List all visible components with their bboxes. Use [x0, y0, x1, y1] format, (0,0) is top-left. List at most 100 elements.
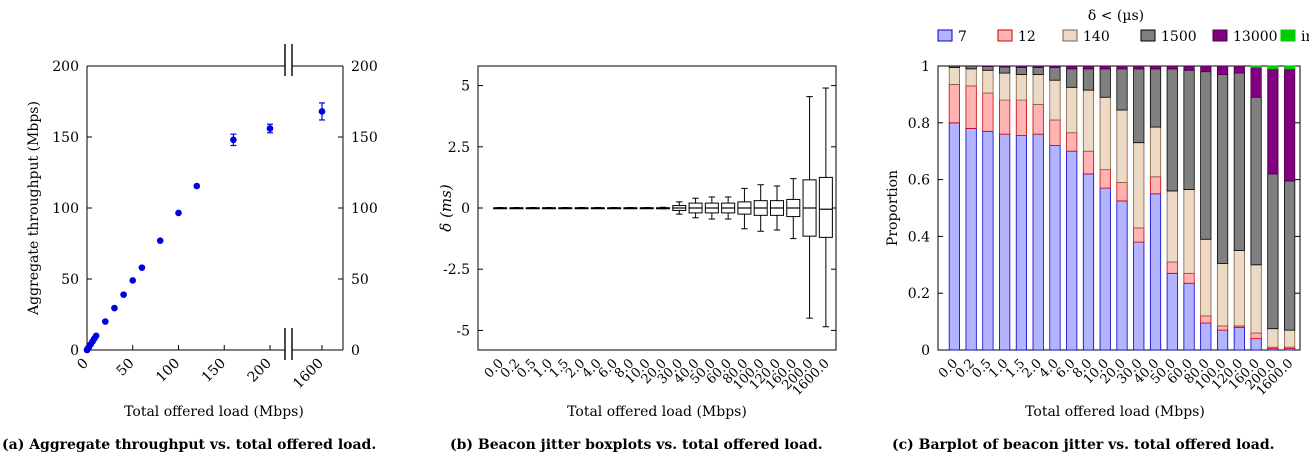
boxplot-box	[754, 185, 767, 232]
legend-title: δ < (µs)	[1088, 8, 1144, 24]
legend-item: 140	[1063, 29, 1110, 45]
y-tick-label: 150	[52, 130, 79, 146]
x-tick-label: 50	[114, 356, 138, 380]
boxplot-box	[673, 202, 686, 214]
bar-segment-12	[1100, 170, 1110, 188]
bar-segment-140	[1234, 251, 1244, 326]
bar-segment-13000	[1100, 66, 1110, 69]
y-tick-label: -5	[456, 323, 470, 339]
legend-label: 13000	[1233, 29, 1278, 45]
bar-segment-1500	[1217, 75, 1227, 264]
boxplot-box	[770, 186, 783, 230]
bar-segment-13000	[1016, 66, 1026, 67]
data-point	[111, 305, 118, 312]
bar-segment-140	[1268, 329, 1278, 347]
bar-segment-7	[1083, 174, 1093, 350]
bar-segment-1500	[1050, 67, 1060, 80]
x-tick-label: 100	[153, 356, 183, 386]
bar-segment-140	[1016, 75, 1026, 101]
bar-segment-140	[999, 73, 1009, 100]
bar-segment-13000	[1284, 69, 1294, 181]
legend: δ < (µs) 7 12 140 1500 13000 inf	[938, 8, 1309, 45]
y-tick-label: 0.4	[908, 229, 930, 245]
bar-segment-140	[1083, 90, 1093, 151]
bar-segment-13000	[999, 66, 1009, 67]
legend-label: 7	[958, 29, 967, 45]
bar-segment-140	[1117, 110, 1127, 182]
bar-segment-7	[1167, 273, 1177, 350]
bar-segment-13000	[1201, 66, 1211, 72]
bar-segment-inf	[1268, 66, 1278, 69]
legend-swatch	[938, 30, 952, 41]
y-tick-label: 5	[461, 79, 470, 95]
boxplot-box	[575, 208, 588, 209]
bar-segment-12	[1067, 133, 1077, 151]
boxplot-box	[494, 208, 507, 209]
bar-segment-1500	[1117, 69, 1127, 110]
bar-segment-13000	[1067, 66, 1077, 69]
data-point	[230, 137, 237, 144]
y-tick-label: 0	[921, 343, 930, 359]
caption-b-text: (b) Beacon jitter boxplots vs. total off…	[450, 437, 823, 453]
legend-label: 1500	[1161, 29, 1197, 45]
data-point	[129, 277, 136, 284]
legend-item: 7	[938, 29, 967, 45]
bar-segment-140	[1184, 190, 1194, 274]
x-tick-label: 1600	[290, 356, 327, 393]
y-axis-label: Proportion	[885, 170, 901, 246]
bar-segment-140	[1050, 80, 1060, 120]
bar-segment-1500	[966, 66, 976, 69]
jitter-barplot-chart: 00.20.40.60.810.00.20.51.01.52.04.06.08.…	[870, 0, 1309, 430]
bar-segment-7	[1033, 134, 1043, 350]
bar-segment-140	[1150, 127, 1160, 177]
caption-a-text: (a) Aggregate throughput vs. total offer…	[2, 437, 376, 453]
x-axis-label: Total offered load (Mbps)	[124, 404, 304, 420]
bar-segment-12	[1050, 120, 1060, 146]
legend-label: inf	[1301, 29, 1309, 45]
boxplot-box	[542, 208, 555, 209]
bar-segment-7	[1117, 201, 1127, 350]
boxplot-box	[722, 197, 735, 219]
bar-segment-7	[1234, 327, 1244, 350]
bar-segment-7	[1067, 151, 1077, 350]
bar-segment-inf	[1251, 66, 1261, 67]
boxplot-box	[803, 97, 816, 319]
bar-segment-1500	[1100, 69, 1110, 97]
bar-segment-12	[1134, 228, 1144, 242]
bar-segment-140	[949, 67, 959, 84]
bar-segment-12	[1150, 177, 1160, 194]
legend-label: 140	[1083, 29, 1110, 45]
bar-segment-7	[1150, 194, 1160, 350]
bar-segment-13000	[1033, 66, 1043, 67]
y-tick-label: 200	[52, 59, 79, 75]
boxplot-box	[559, 208, 572, 209]
boxplot-box	[591, 208, 604, 209]
legend-swatch	[1213, 30, 1227, 41]
legend-label: 12	[1018, 29, 1036, 45]
bar-segment-13000	[1268, 69, 1278, 174]
data-point	[120, 291, 127, 298]
bar-segment-7	[966, 128, 976, 350]
bar-segment-1500	[1284, 181, 1294, 330]
bar-segment-1500	[1167, 69, 1177, 191]
bar-segment-7	[1134, 242, 1144, 350]
y-tick-label: -2.5	[443, 262, 470, 278]
bar-segment-13000	[1134, 66, 1144, 69]
bar-segment-13000	[1251, 67, 1261, 97]
boxplot-box	[705, 197, 718, 219]
bar-segment-1500	[1150, 69, 1160, 127]
bar-segment-12	[966, 86, 976, 129]
y-tick-label-right: 0	[351, 343, 360, 359]
bar-segment-1500	[1033, 67, 1043, 74]
bar-segment-13000	[1150, 66, 1160, 69]
bar-segment-13000	[1167, 66, 1177, 69]
bar-segment-140	[1251, 265, 1261, 333]
boxplot-box	[640, 208, 653, 209]
bar-segment-12	[1167, 262, 1177, 273]
y-tick-label: 0	[461, 201, 470, 217]
bar-segment-13000	[1217, 66, 1227, 75]
caption-c: (c) Barplot of beacon jitter vs. total o…	[892, 437, 1274, 453]
legend-swatch	[1063, 30, 1077, 41]
bar-segment-12	[1217, 326, 1227, 330]
x-tick-label: 0	[74, 356, 92, 374]
